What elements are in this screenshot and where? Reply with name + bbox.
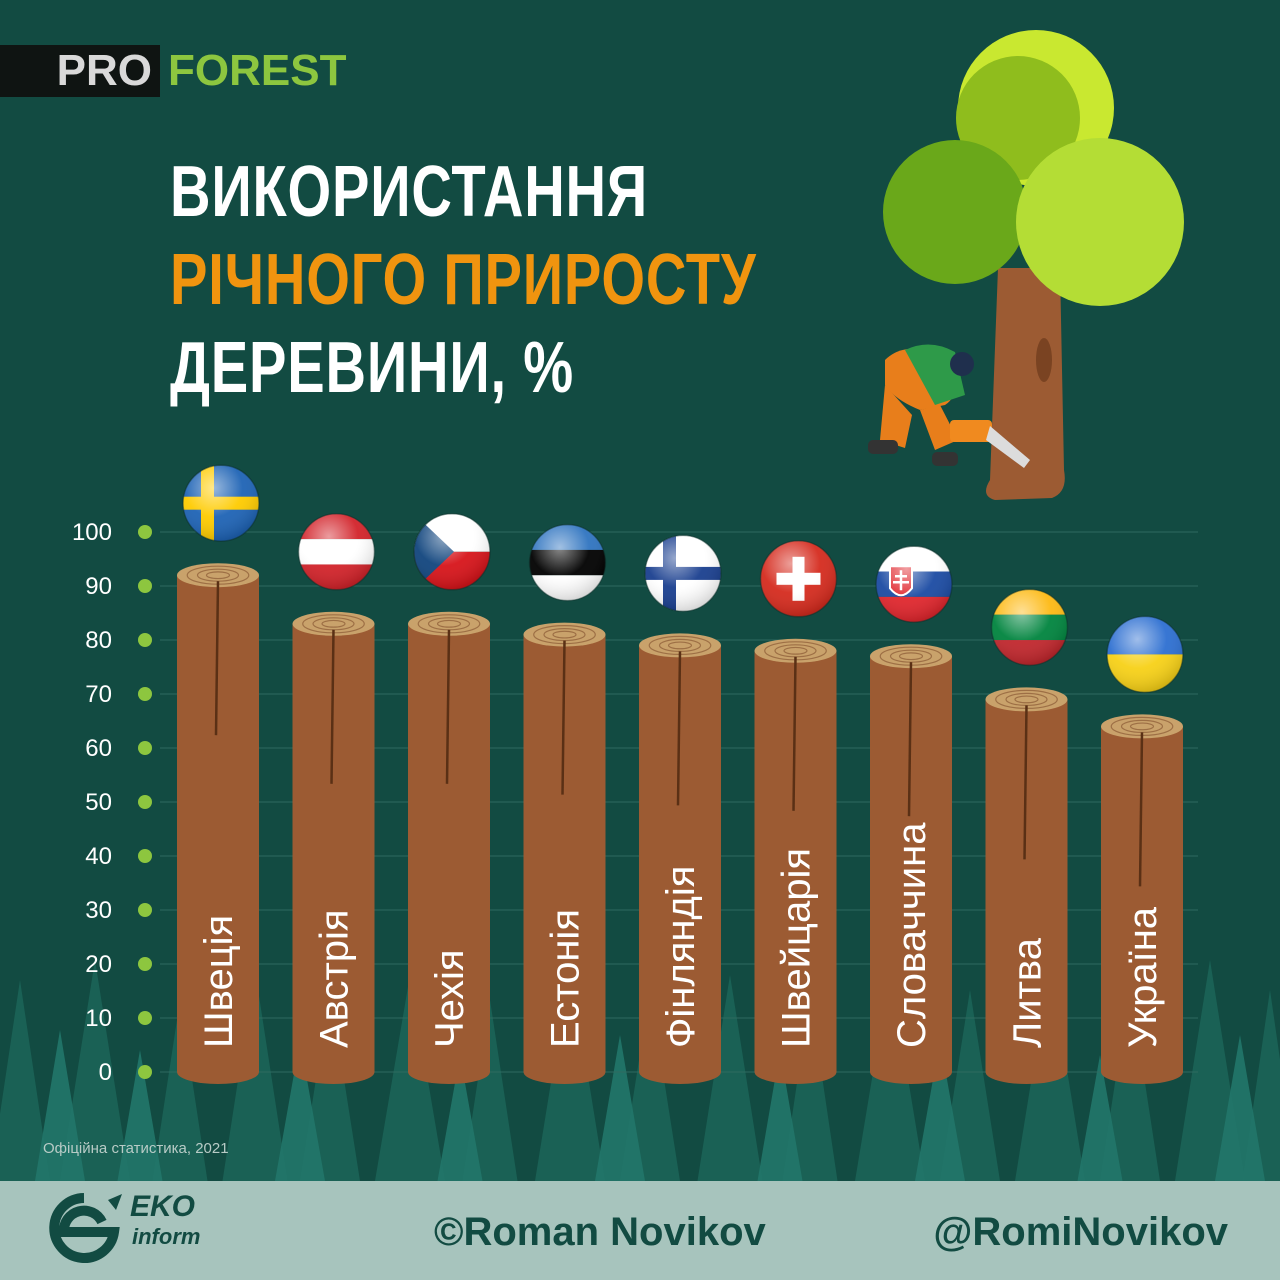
y-axis: 0 10 20 30 40 50 60 70 80 90 100 bbox=[72, 519, 152, 1086]
y-tick-dot bbox=[138, 525, 152, 539]
y-tick-label: 20 bbox=[85, 951, 112, 978]
bar bbox=[985, 687, 1068, 1084]
flag-austria-icon bbox=[297, 513, 376, 591]
logo-pro: PRO bbox=[0, 45, 160, 97]
footer-bar bbox=[0, 1181, 1280, 1280]
bar-label: Фінляндія bbox=[659, 866, 703, 1048]
bars: Швеція Австрія Чехія Естонія Фінляндія Швейца… bbox=[177, 563, 1183, 1084]
flag-estonia-icon bbox=[528, 523, 607, 602]
chart-title-line3: ДЕРЕВИНИ, % bbox=[170, 328, 574, 408]
author-handle: @RomiNovikov bbox=[933, 1210, 1228, 1254]
y-tick-dot bbox=[138, 795, 152, 809]
flag-switzerland-icon bbox=[759, 540, 838, 618]
y-tick-dot bbox=[138, 1065, 152, 1079]
flag-czechia-icon bbox=[413, 513, 491, 591]
bar bbox=[177, 563, 259, 1084]
author-credit: ©Roman Novikov bbox=[434, 1210, 766, 1254]
y-tick-label: 40 bbox=[85, 843, 112, 870]
bar-label: Україна bbox=[1121, 906, 1165, 1048]
y-tick-dot bbox=[138, 903, 152, 917]
y-tick-label: 30 bbox=[85, 897, 112, 924]
y-tick-dot bbox=[138, 849, 152, 863]
y-tick-dot bbox=[138, 579, 152, 593]
y-tick-label: 70 bbox=[85, 681, 112, 708]
source-note: Офіційна статистика, 2021 bbox=[43, 1140, 229, 1157]
flag-finland-icon bbox=[644, 534, 722, 613]
logo-forest: FOREST bbox=[168, 46, 347, 95]
chart-title-line1: ВИКОРИСТАННЯ bbox=[170, 152, 649, 232]
bar-label: Австрія bbox=[313, 909, 357, 1048]
bar bbox=[1101, 714, 1183, 1084]
y-tick-label: 0 bbox=[99, 1059, 112, 1086]
flag-sweden-icon bbox=[182, 464, 260, 542]
bar-label: Естонія bbox=[544, 909, 588, 1048]
bar bbox=[639, 633, 721, 1084]
y-tick-label: 10 bbox=[85, 1005, 112, 1032]
y-tick-dot bbox=[138, 957, 152, 971]
tree-illustration bbox=[883, 30, 1184, 500]
eko-logo-icon bbox=[49, 1193, 122, 1263]
y-tick-label: 100 bbox=[72, 519, 112, 546]
bar bbox=[523, 622, 606, 1084]
bar bbox=[408, 611, 490, 1084]
flag-slovakia-icon bbox=[875, 545, 953, 623]
y-tick-label: 90 bbox=[85, 573, 112, 600]
bar bbox=[870, 644, 952, 1084]
flag-ukraine-icon bbox=[1106, 615, 1184, 694]
y-tick-dot bbox=[138, 1011, 152, 1025]
y-tick-label: 60 bbox=[85, 735, 112, 762]
y-tick-label: 50 bbox=[85, 789, 112, 816]
bar bbox=[754, 638, 837, 1084]
bar-label: Чехія bbox=[428, 949, 472, 1048]
lumberjack-illustration bbox=[868, 344, 1030, 468]
bar-label: Литва bbox=[1006, 937, 1050, 1048]
bar-label: Швеція bbox=[197, 915, 241, 1048]
chart-title-line2: РІЧНОГО ПРИРОСТУ bbox=[170, 240, 757, 320]
inform-logo-text: inform bbox=[132, 1224, 201, 1249]
flag-lithuania-icon bbox=[990, 588, 1069, 667]
y-tick-dot bbox=[138, 687, 152, 701]
proforest-logo: PRO FOREST bbox=[0, 45, 360, 97]
y-tick-dot bbox=[138, 633, 152, 647]
eko-logo-text: EKO bbox=[130, 1190, 196, 1223]
bar-label: Словаччина bbox=[890, 822, 934, 1048]
bar bbox=[292, 611, 375, 1084]
y-tick-label: 80 bbox=[85, 627, 112, 654]
bar-label: Швейцарія bbox=[775, 848, 819, 1048]
y-tick-dot bbox=[138, 741, 152, 755]
